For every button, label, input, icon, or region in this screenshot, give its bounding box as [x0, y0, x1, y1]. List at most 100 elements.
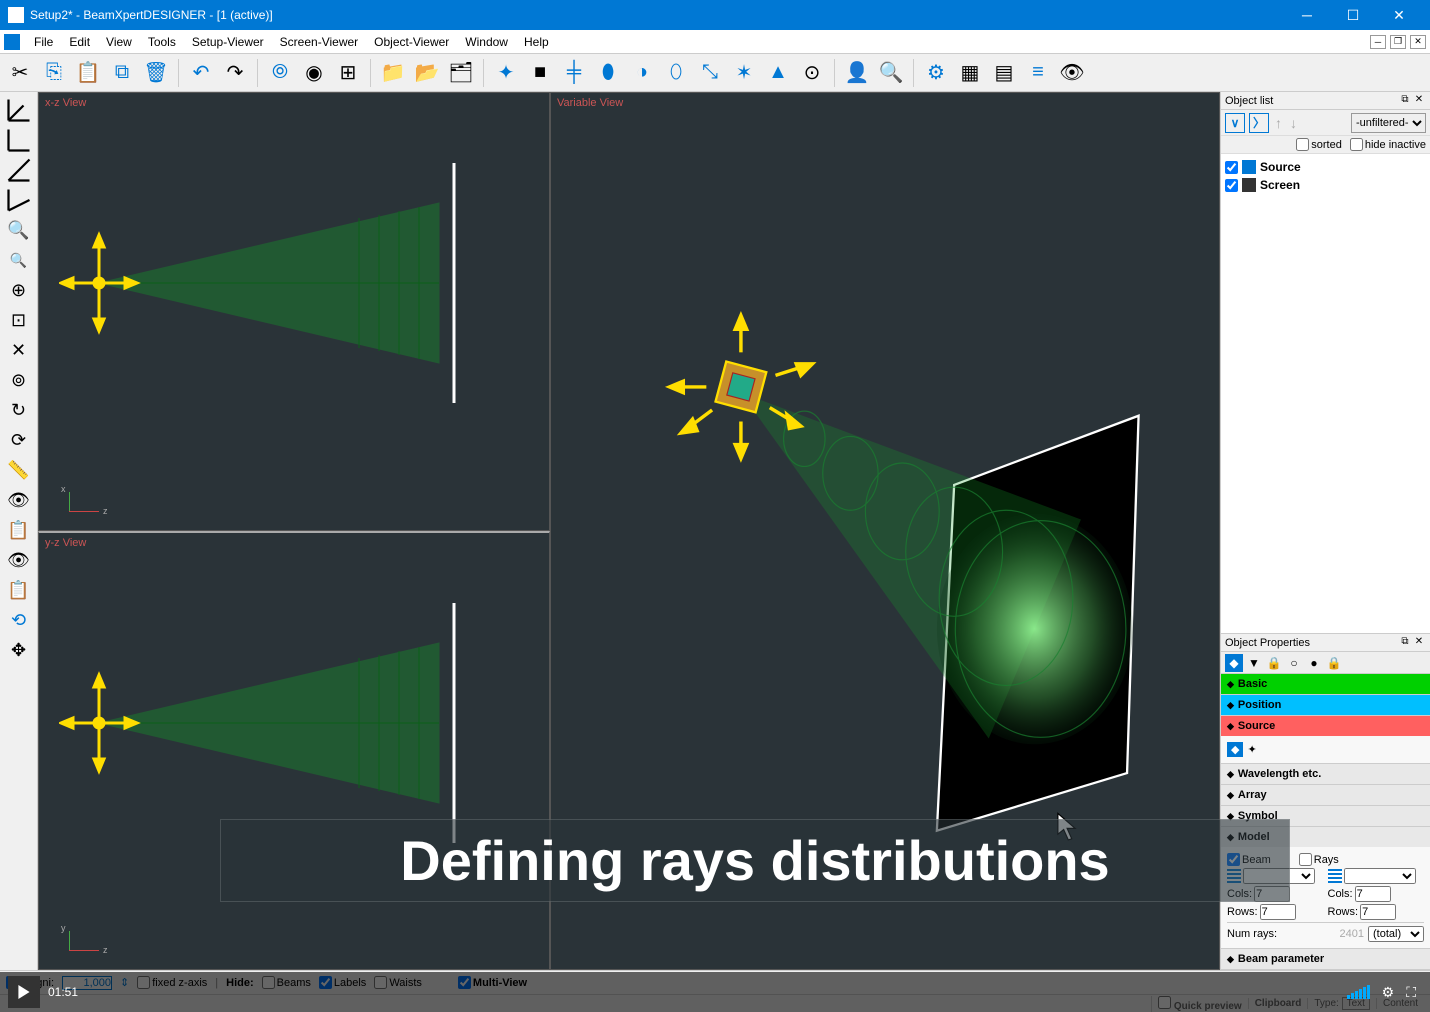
table-2-button[interactable]: ▤: [988, 57, 1020, 89]
duplicate-button[interactable]: ⧉: [106, 57, 138, 89]
clipboard-2-button[interactable]: 📋: [4, 576, 34, 604]
viewport-yz[interactable]: y-z View: [38, 531, 550, 971]
delete-button[interactable]: 🗑: [140, 57, 172, 89]
section-source[interactable]: ◆Source: [1221, 716, 1430, 736]
section-position[interactable]: ◆Position: [1221, 695, 1430, 715]
hide-inactive-checkbox[interactable]: hide inactive: [1350, 138, 1426, 151]
sorted-checkbox[interactable]: sorted: [1296, 138, 1342, 151]
menu-edit[interactable]: Edit: [61, 32, 98, 52]
viewmode-2-button[interactable]: ◉: [298, 57, 330, 89]
panel-close-icon[interactable]: ✕: [1412, 94, 1426, 108]
refresh-button[interactable]: ⟳: [4, 426, 34, 454]
folder-1-button[interactable]: 📁: [377, 57, 409, 89]
props-lock-2-button[interactable]: 🔒: [1325, 654, 1343, 672]
inspect-button[interactable]: 🔍: [875, 57, 907, 89]
toggle-visibility-button[interactable]: 👁: [4, 486, 34, 514]
undo-button[interactable]: ↶: [185, 57, 217, 89]
viewmode-1-button[interactable]: ⦾: [264, 57, 296, 89]
move-up-button[interactable]: ↑: [1273, 115, 1284, 131]
bars-button[interactable]: ≡: [1022, 57, 1054, 89]
maximize-button[interactable]: ☐: [1330, 0, 1376, 30]
nav-next-button[interactable]: 〉: [1249, 113, 1269, 133]
settings-button[interactable]: ⚙: [920, 57, 952, 89]
rotate-view-button[interactable]: ↻: [4, 396, 34, 424]
mdi-close[interactable]: ✕: [1410, 35, 1426, 49]
lens-1-tool[interactable]: ⬮: [592, 57, 624, 89]
menu-screenviewer[interactable]: Screen-Viewer: [272, 32, 366, 52]
props-lock-button[interactable]: 🔒: [1265, 654, 1283, 672]
lens-group-tool[interactable]: ⬯: [660, 57, 692, 89]
zoom-in-button[interactable]: 🔍: [4, 216, 34, 244]
section-array[interactable]: ◆Array: [1221, 785, 1430, 805]
fullscreen-button[interactable]: ⛶: [1400, 984, 1422, 1001]
aperture-tool[interactable]: ╪: [558, 57, 590, 89]
target-button[interactable]: ⊚: [4, 366, 34, 394]
section-beam-param[interactable]: ◆Beam parameter: [1221, 949, 1430, 969]
menu-view[interactable]: View: [98, 32, 140, 52]
total-select[interactable]: (total): [1368, 926, 1424, 942]
minimize-button[interactable]: ─: [1284, 0, 1330, 30]
play-button[interactable]: [8, 976, 40, 1008]
user-button[interactable]: 👤: [841, 57, 873, 89]
toggle-visibility-2-button[interactable]: 👁: [4, 546, 34, 574]
redo-button[interactable]: ↷: [219, 57, 251, 89]
props-expand-button[interactable]: ◆: [1225, 654, 1243, 672]
grid-select-2[interactable]: [1344, 868, 1416, 884]
measure-button[interactable]: ✕: [4, 336, 34, 364]
menu-setupviewer[interactable]: Setup-Viewer: [184, 32, 272, 52]
mdi-restore[interactable]: ❐: [1390, 35, 1406, 49]
section-wavelength[interactable]: ◆Wavelength etc.: [1221, 764, 1430, 784]
settings-video-button[interactable]: ⚙: [1376, 984, 1401, 1001]
section-basic[interactable]: ◆Basic: [1221, 674, 1430, 694]
mirror-tool[interactable]: ✶: [728, 57, 760, 89]
menu-objectviewer[interactable]: Object-Viewer: [366, 32, 457, 52]
screen-tool[interactable]: ■: [524, 57, 556, 89]
close-button[interactable]: ✕: [1376, 0, 1422, 30]
props-circle-1-button[interactable]: ○: [1285, 654, 1303, 672]
axis-iso-button[interactable]: [4, 186, 34, 214]
ruler-button[interactable]: 📏: [4, 456, 34, 484]
menu-file[interactable]: File: [26, 32, 61, 52]
axis-xy-button[interactable]: [4, 96, 34, 124]
props-collapse-button[interactable]: ▼: [1245, 654, 1263, 672]
rows-1-input[interactable]: [1260, 904, 1296, 920]
axis-xz-button[interactable]: [4, 126, 34, 154]
splitter-tool[interactable]: ⤡: [694, 57, 726, 89]
folder-2-button[interactable]: 📂: [411, 57, 443, 89]
table-1-button[interactable]: ▦: [954, 57, 986, 89]
prism-tool[interactable]: ▲: [762, 57, 794, 89]
zoom-region-button[interactable]: ⊡: [4, 306, 34, 334]
cut-button[interactable]: ✂: [4, 57, 36, 89]
move-tool[interactable]: ✥: [4, 636, 34, 664]
move-down-button[interactable]: ↓: [1288, 115, 1299, 131]
viewmode-3-button[interactable]: ⊞: [332, 57, 364, 89]
nav-prev-button[interactable]: ∨: [1225, 113, 1245, 133]
mdi-minimize[interactable]: ─: [1370, 35, 1386, 49]
detector-tool[interactable]: ⊙: [796, 57, 828, 89]
props-circle-2-button[interactable]: ●: [1305, 654, 1323, 672]
folder-3-button[interactable]: 🗂: [445, 57, 477, 89]
zoom-all-button[interactable]: ⊕: [4, 276, 34, 304]
clipboard-1-button[interactable]: 📋: [4, 516, 34, 544]
copy-button[interactable]: ⎘: [38, 57, 70, 89]
menu-window[interactable]: Window: [457, 32, 516, 52]
paste-button[interactable]: 📋: [72, 57, 104, 89]
props-float-icon[interactable]: ⧉: [1398, 636, 1412, 650]
zoom-out-button[interactable]: 🔍: [4, 246, 34, 274]
viewport-xz[interactable]: x-z View: [38, 92, 550, 531]
list-item[interactable]: Screen: [1225, 176, 1426, 194]
eye-button[interactable]: 👁: [1056, 57, 1088, 89]
rows-2-input[interactable]: [1360, 904, 1396, 920]
list-item[interactable]: Source: [1225, 158, 1426, 176]
lens-2-tool[interactable]: ◑: [626, 57, 658, 89]
axis-yz-button[interactable]: [4, 156, 34, 184]
props-close-icon[interactable]: ✕: [1412, 636, 1426, 650]
menu-help[interactable]: Help: [516, 32, 557, 52]
cols-2-input[interactable]: [1355, 886, 1391, 902]
panel-float-icon[interactable]: ⧉: [1398, 94, 1412, 108]
filter-select[interactable]: -unfiltered-: [1351, 113, 1426, 133]
rotate-tool[interactable]: ⟲: [4, 606, 34, 634]
source-tool[interactable]: ✦: [490, 57, 522, 89]
rays-checkbox[interactable]: Rays: [1299, 853, 1339, 866]
menu-tools[interactable]: Tools: [140, 32, 184, 52]
